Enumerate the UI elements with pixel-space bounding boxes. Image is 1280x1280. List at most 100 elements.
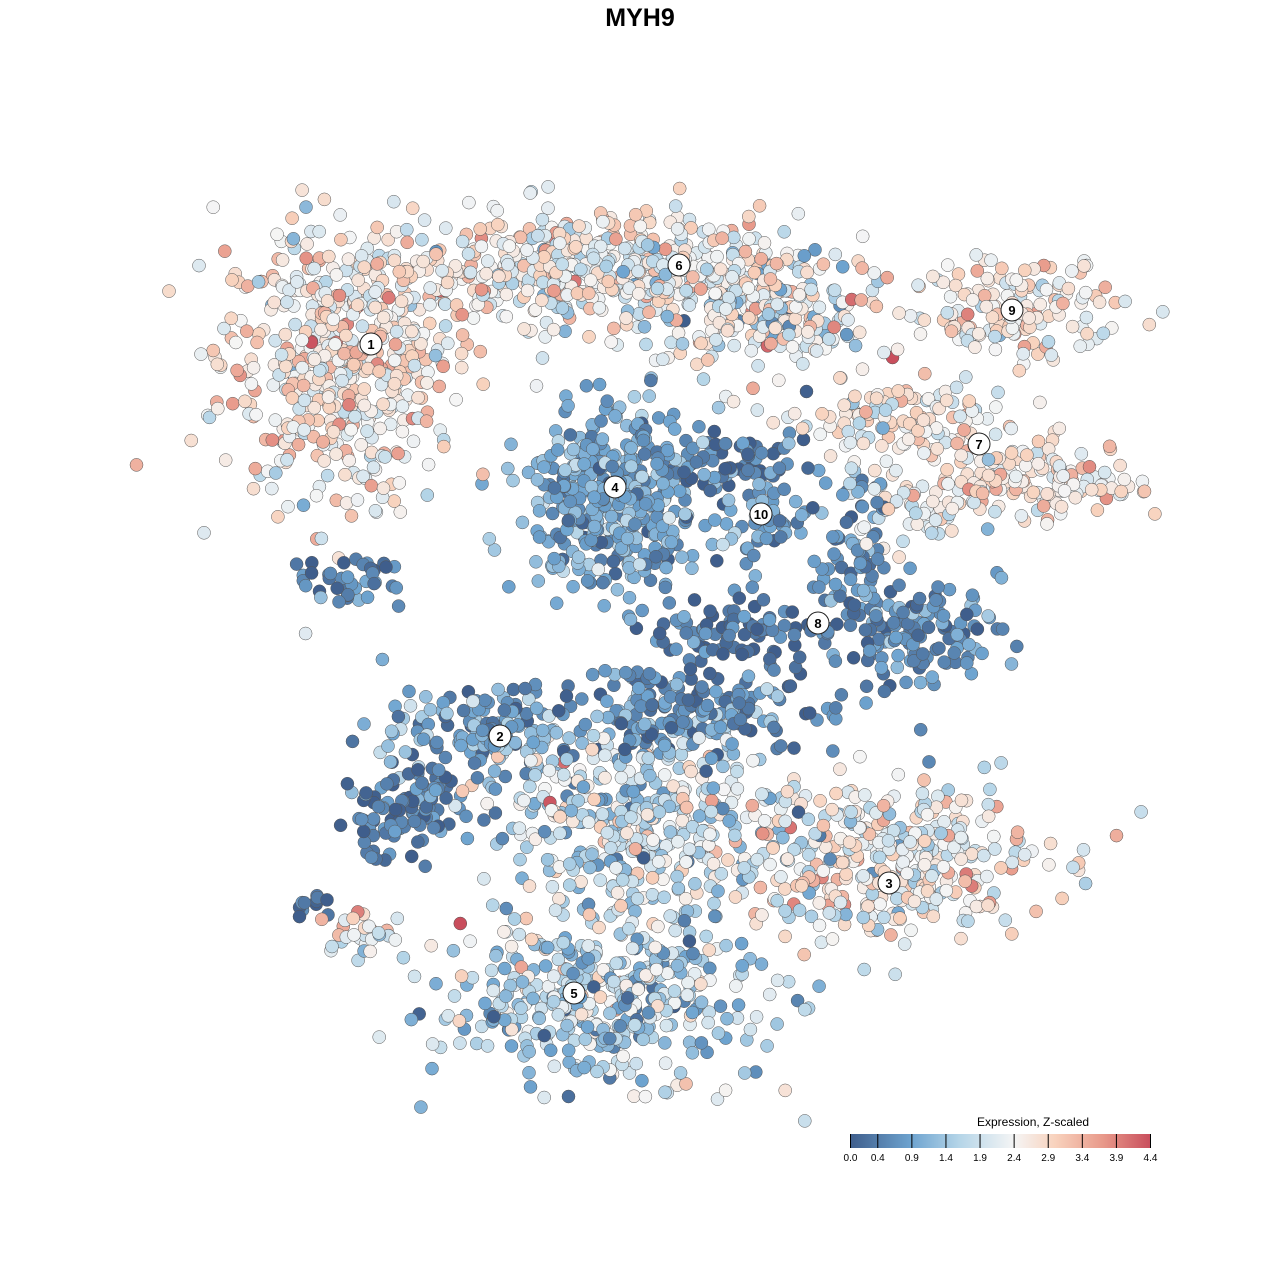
data-point [405,201,420,215]
data-point [711,1026,726,1040]
data-point [742,209,756,224]
data-point [280,453,294,467]
cluster-label-text: 1 [367,337,374,352]
cluster-label-7: 7 [967,432,991,456]
data-point [703,666,717,681]
data-point [418,859,432,874]
data-point [697,467,711,482]
data-point [706,781,721,795]
data-point [795,421,810,436]
data-point [947,646,961,660]
data-point [855,229,870,244]
data-point [752,477,766,491]
data-point [562,857,577,871]
data-point [251,275,266,289]
data-point [877,910,891,925]
data-point [856,436,871,451]
data-point [797,249,812,263]
data-point [333,818,348,833]
data-point [901,432,916,447]
data-point [769,256,784,271]
data-point [822,332,836,346]
data-point [515,975,530,989]
cluster-label-text: 8 [814,616,821,631]
data-point [266,378,281,392]
data-point [470,771,485,785]
data-point [586,442,600,456]
data-point [917,834,932,848]
data-point [524,932,539,947]
data-point [370,220,384,235]
data-point [474,239,489,254]
data-point [281,499,295,514]
data-point [816,818,831,833]
data-point [954,830,968,845]
data-point [785,605,800,619]
data-point [522,1065,536,1080]
data-point [609,861,623,875]
data-point [713,999,728,1013]
data-point [532,530,547,544]
data-point [880,270,894,285]
data-point [387,194,401,209]
data-point [371,799,386,814]
data-point [337,556,351,570]
data-point [929,593,943,607]
data-point [709,333,723,347]
data-point [604,335,618,349]
data-point [360,590,375,605]
data-point [499,901,514,916]
data-point [988,342,1003,357]
data-point [884,928,898,942]
data-point [827,320,841,334]
data-point [1012,363,1027,378]
data-point [730,764,744,779]
data-point [802,706,817,720]
data-point [642,305,656,320]
data-point [307,261,321,276]
data-point [425,1061,439,1076]
legend-title: Expression, Z-scaled [977,1115,1090,1129]
data-point [504,939,519,954]
data-point [1134,805,1148,819]
data-point [344,509,359,523]
data-point [552,892,566,906]
data-point [574,262,588,277]
data-point [590,709,604,724]
data-point [741,669,756,683]
data-point [754,957,769,971]
data-point [400,235,414,250]
data-point [438,297,452,311]
data-point [756,593,771,607]
data-point [889,630,903,645]
data-point [931,580,945,594]
data-point [991,385,1005,400]
data-point [663,690,678,704]
data-point [337,346,352,361]
data-point [652,805,667,819]
data-point [267,295,281,310]
data-point [297,393,312,408]
data-point [937,815,951,829]
data-point [522,1044,536,1059]
data-point [1092,295,1107,309]
data-point [916,647,930,661]
cluster-label-9: 9 [1000,298,1024,322]
data-point [441,336,455,351]
data-point [934,826,948,840]
data-point [672,181,687,196]
legend-tick-label: 3.4 [1075,1153,1090,1164]
data-point [656,352,670,367]
data-point [581,952,596,966]
data-point [406,434,421,449]
data-point [822,906,837,920]
data-point [685,1046,700,1060]
data-point [576,780,591,794]
data-point [834,688,849,702]
data-point [678,507,692,521]
data-point [610,582,625,597]
data-point [798,1002,812,1017]
data-point [664,720,679,735]
data-point [416,254,430,269]
data-point [722,290,736,305]
